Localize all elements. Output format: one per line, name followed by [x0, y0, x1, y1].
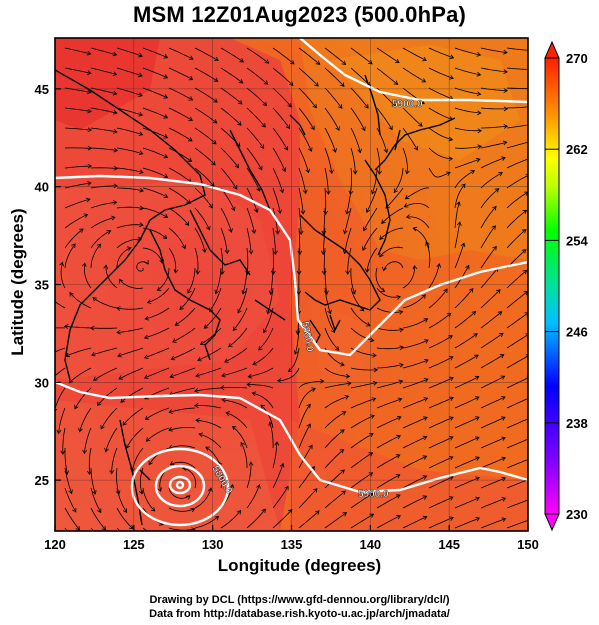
chart-title: MSM 12Z01Aug2023 (500.0hPa) [132, 2, 467, 27]
y-tick-label: 45 [35, 82, 49, 97]
grid-lines [55, 38, 528, 531]
colorbar-label: 230 [566, 507, 588, 522]
colorbar-label: 246 [566, 325, 588, 340]
x-tick-label: 140 [359, 537, 381, 552]
colorbar-lower-arrow [544, 513, 560, 532]
x-tick-label: 120 [44, 537, 66, 552]
credit-data: Data from http://database.rish.kyoto-u.a… [149, 608, 450, 620]
colorbar-label: 262 [566, 142, 588, 157]
colorbar-upper-arrow [544, 40, 560, 59]
contour-label: 5900.0 [392, 99, 423, 110]
x-tick-label: 145 [438, 537, 460, 552]
x-axis-label: Longitude (degrees) [217, 556, 382, 575]
x-tick-label: 130 [202, 537, 224, 552]
x-tick-label: 125 [123, 537, 145, 552]
contour-label: 5880.0 [299, 321, 315, 353]
contour-label: 5900.0 [358, 489, 389, 500]
y-tick-label: 30 [35, 375, 49, 390]
y-tick-label: 35 [35, 278, 49, 293]
x-axis: 120 125 130 135 140 145 150 [44, 525, 539, 552]
x-tick-label: 135 [281, 537, 303, 552]
streamlines [55, 47, 528, 531]
colorbar-label: 270 [566, 51, 588, 66]
y-tick-label: 25 [35, 473, 49, 488]
height-contours [55, 38, 528, 527]
coastlines [55, 69, 456, 526]
x-tick-label: 150 [517, 537, 539, 552]
y-axis: 25 30 35 40 45 [35, 82, 61, 488]
y-tick-label: 40 [35, 180, 49, 195]
colorbar-label: 254 [566, 233, 588, 248]
colorbar: 270 262 254 246 238 230 [544, 40, 588, 532]
y-axis-label: Latitude (degrees) [8, 208, 27, 356]
colorbar-label: 238 [566, 416, 588, 431]
credit-drawing: Drawing by DCL (https://www.gfd-dennou.o… [149, 594, 450, 606]
